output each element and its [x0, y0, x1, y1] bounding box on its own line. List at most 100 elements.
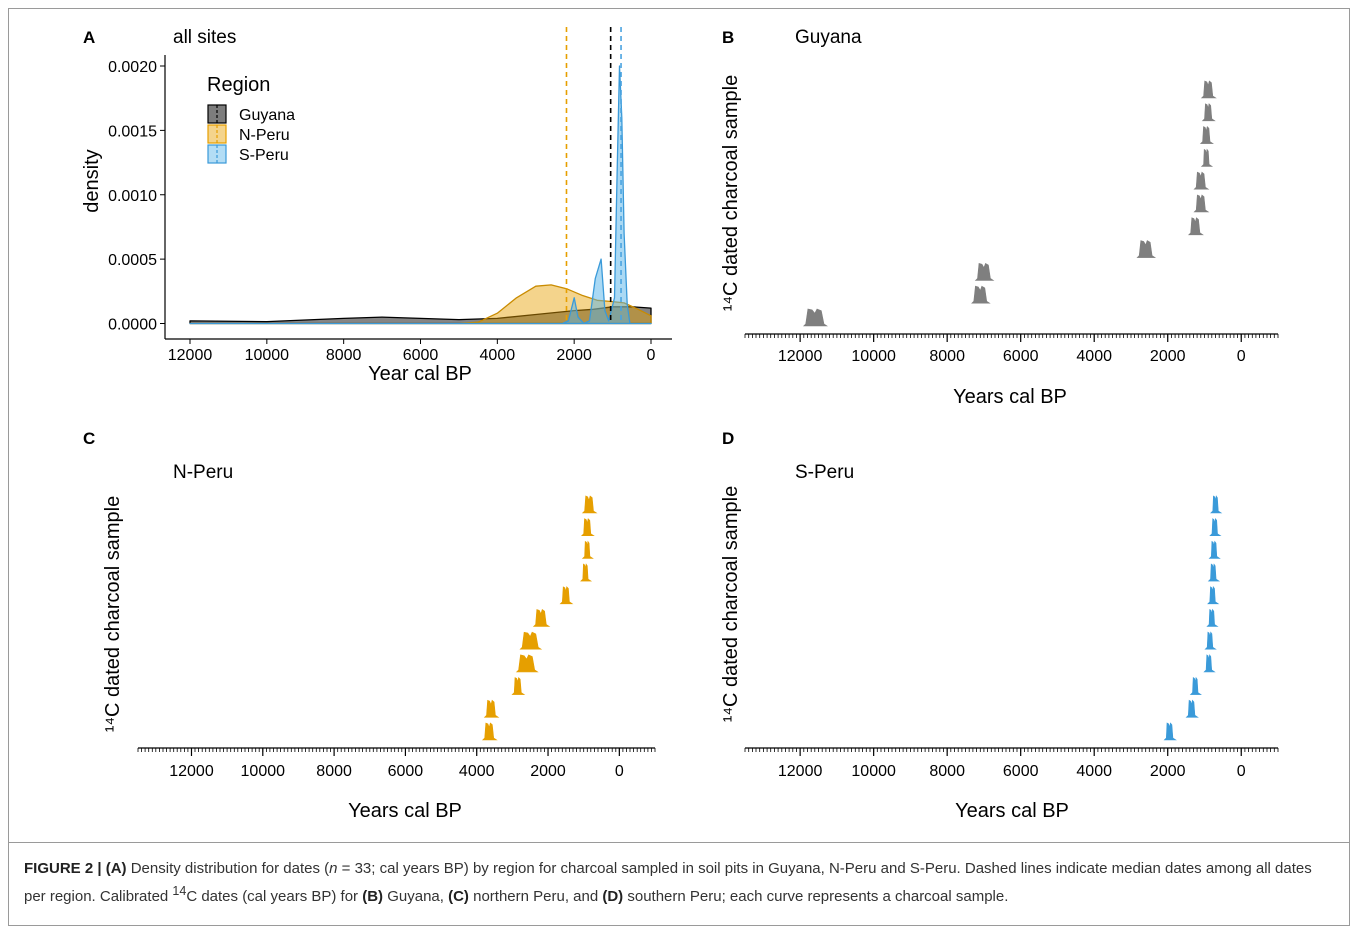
sample-curve: [1185, 699, 1199, 718]
sample-curve: [1200, 148, 1214, 167]
panel-a-x-tick-label: 0: [647, 347, 656, 364]
panel-a-median-lines: [565, 27, 622, 324]
x-tick-label: 2000: [1150, 348, 1186, 365]
x-tick-label: 12000: [778, 763, 823, 780]
panel-c-x-label: Years cal BP: [348, 800, 462, 822]
legend-item-guyana: Guyana: [207, 104, 295, 124]
caption-n-var: n: [329, 860, 338, 877]
x-tick-label: 6000: [388, 763, 424, 780]
x-tick-label: 10000: [851, 763, 896, 780]
caption-text-1: Density distribution for dates (: [126, 860, 330, 877]
panel-a-y-ticks: 0.0000 0.0005 0.0010 0.0015 0.0020: [108, 59, 165, 334]
sample-curve: [581, 540, 594, 559]
caption-d-label: (D): [602, 888, 624, 905]
sample-curve: [481, 722, 498, 741]
figure-frame: [8, 8, 1350, 926]
sample-curve: [1199, 125, 1214, 144]
panel-a-x-tick-label: 10000: [245, 347, 290, 364]
x-tick-label: 10000: [241, 763, 286, 780]
panel-a-x-label: Year cal BP: [368, 363, 472, 385]
density-area-n-peru: [189, 284, 652, 325]
panel-a-legend: Region Guyana N-Peru S-Peru: [207, 74, 295, 164]
sample-curve: [581, 495, 598, 514]
sample-curve: [1208, 540, 1221, 559]
x-tick-label: 0: [615, 763, 624, 780]
caption-text-3: C dates (cal years BP) for: [186, 888, 363, 905]
sample-curve: [1193, 171, 1210, 190]
caption-text-5: northern Peru, and: [468, 888, 603, 905]
panel-a-x-tick-label: 6000: [403, 347, 439, 364]
legend-label-speru: S-Peru: [239, 147, 289, 164]
panel-c-y-label: ¹⁴C dated charcoal sample: [102, 496, 124, 732]
panel-b-y-label: ¹⁴C dated charcoal sample: [720, 75, 742, 311]
sample-curve: [1193, 194, 1210, 213]
panel-a-x-tick-label: 4000: [480, 347, 516, 364]
x-tick-label: 0: [1237, 763, 1246, 780]
caption-c-label: (C): [448, 888, 469, 905]
caption-sup: 14: [172, 884, 187, 898]
sample-curve: [1207, 563, 1221, 582]
panel-a-y-tick-label: 0.0015: [108, 123, 157, 140]
panel-a-y-tick-label: 0.0020: [108, 59, 157, 76]
panel-d-title: S-Peru: [795, 462, 854, 483]
x-tick-label: 4000: [459, 763, 495, 780]
x-tick-label: 8000: [929, 348, 965, 365]
caption-separator: [8, 842, 1350, 843]
sample-curve: [559, 586, 574, 605]
sample-curve: [1209, 517, 1222, 536]
panel-label-d: D: [722, 429, 734, 448]
panel-d-plot: 12000 10000 8000 6000 4000 2000 0: [744, 495, 1279, 780]
x-tick-label: 8000: [929, 763, 965, 780]
panel-c-plot: 12000 10000 8000 6000 4000 2000 0: [137, 495, 656, 780]
sample-curve: [1206, 608, 1219, 627]
x-tick-label: 12000: [778, 348, 823, 365]
sample-curve: [580, 563, 593, 582]
x-tick-label: 2000: [1150, 763, 1186, 780]
panel-label-c: C: [83, 429, 95, 448]
legend-title: Region: [207, 74, 270, 96]
panel-a-density-areas: [189, 65, 652, 325]
sample-curve: [1207, 586, 1220, 605]
panel-a-y-tick-label: 0.0010: [108, 188, 157, 205]
sample-curve: [1201, 103, 1216, 122]
caption-b-label: (B): [362, 888, 384, 905]
sample-curve: [1187, 217, 1204, 236]
figure-caption: FIGURE 2 | (A) Density distribution for …: [24, 858, 1336, 908]
panel-a-axes: [164, 55, 672, 340]
sample-curve: [519, 631, 543, 650]
sample-curve: [1210, 495, 1223, 514]
sample-curve: [580, 518, 595, 536]
density-area-s-peru: [189, 65, 652, 325]
panel-a-x-tick-label: 12000: [168, 347, 213, 364]
sample-curve: [511, 676, 526, 695]
sample-curve: [1204, 631, 1217, 650]
x-tick-label: 10000: [851, 348, 896, 365]
panel-a-y-tick-label: 0.0005: [108, 252, 157, 269]
sample-curve: [802, 308, 828, 327]
x-tick-label: 4000: [1076, 348, 1112, 365]
sample-curve: [1189, 676, 1202, 695]
panel-a-title: all sites: [173, 27, 236, 48]
sample-curve: [971, 285, 991, 304]
panel-d-x-label: Years cal BP: [955, 800, 1069, 822]
caption-figure-label: FIGURE 2 |: [24, 860, 106, 877]
sample-curve: [532, 609, 551, 627]
sample-curve: [1163, 722, 1177, 741]
panel-d-y-label: ¹⁴C dated charcoal sample: [720, 486, 742, 722]
panel-a-x-tick-label: 8000: [326, 347, 362, 364]
sample-curve: [974, 262, 995, 281]
sample-curve: [515, 654, 539, 673]
caption-text-2: = 33; cal years BP) by region for charco…: [24, 860, 1312, 905]
sample-curve: [483, 699, 500, 718]
legend-label-nperu: N-Peru: [239, 127, 290, 144]
panel-b-title: Guyana: [795, 27, 862, 48]
panel-label-a: A: [83, 28, 95, 47]
panel-b-plot: 12000 10000 8000 6000 4000 2000 0: [744, 80, 1279, 365]
legend-label-guyana: Guyana: [239, 107, 295, 124]
caption-text-6: southern Peru; each curve represents a c…: [623, 888, 1009, 905]
panel-a-y-label: density: [81, 149, 103, 212]
panel-a-x-tick-label: 2000: [556, 347, 592, 364]
panel-a-y-tick-label: 0.0000: [108, 317, 157, 334]
legend-item-speru: S-Peru: [207, 144, 289, 164]
